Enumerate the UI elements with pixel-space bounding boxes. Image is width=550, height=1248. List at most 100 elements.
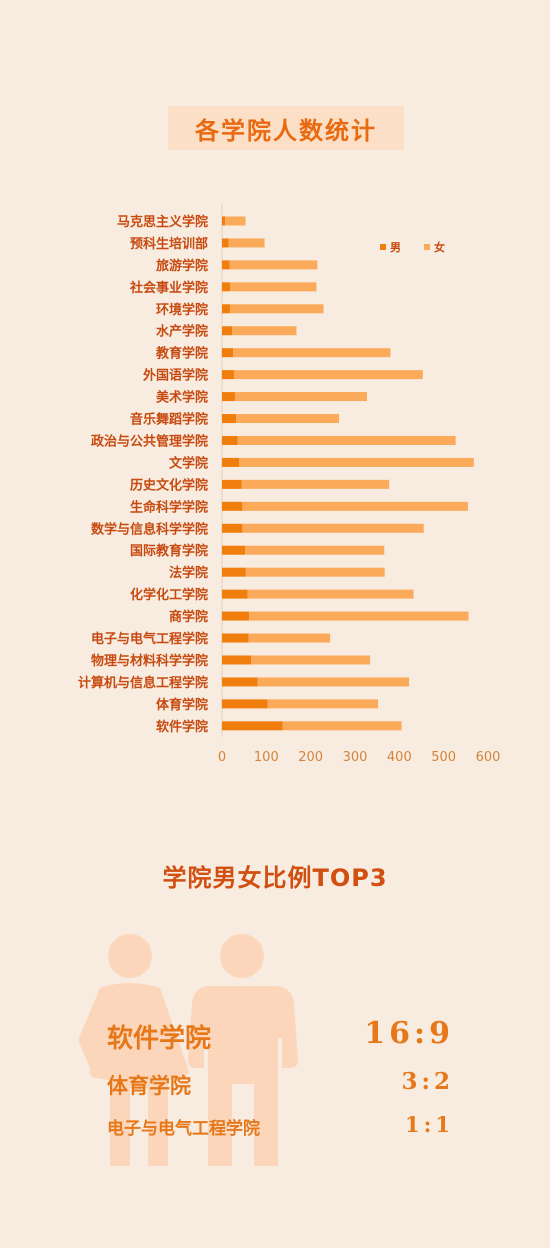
bar-male (222, 348, 234, 358)
x-tick-label: 0 (218, 750, 226, 765)
bar-female (237, 435, 456, 445)
bar-male (222, 633, 249, 643)
category-label: 教育学院 (155, 346, 208, 362)
legend-swatch (380, 244, 386, 250)
category-label: 电子与电气工程学院 (91, 631, 208, 647)
category-label: 商学院 (169, 609, 208, 625)
bar-female (229, 282, 317, 292)
category-label: 旅游学院 (156, 258, 208, 274)
bar-female (282, 721, 402, 731)
bar-male (222, 589, 248, 599)
category-label: 体育学院 (156, 697, 208, 713)
bar-male (222, 392, 236, 402)
female-body-icon (78, 983, 189, 1166)
category-label: 水产学院 (156, 324, 208, 340)
category-label: 环境学院 (156, 302, 208, 318)
x-tick-label: 500 (431, 750, 456, 765)
category-label: 历史文化学院 (130, 477, 208, 493)
legend-label: 男 (390, 241, 401, 254)
rank-ratio: 16:9 (364, 1016, 454, 1051)
rank-ratio: 1:1 (405, 1112, 454, 1137)
bar-female (248, 633, 331, 643)
bar-male (222, 699, 268, 709)
x-tick-label: 400 (387, 750, 412, 765)
bar-female (225, 216, 246, 226)
bar-male (222, 501, 243, 511)
bar-male (222, 523, 243, 533)
category-label: 国际教育学院 (130, 543, 208, 559)
bar-female (251, 655, 371, 665)
rank-row-3: 电子与电气工程学院 1:1 (0, 1112, 550, 1140)
bar-female (229, 304, 324, 314)
bar-female (241, 479, 390, 489)
bar-male (222, 611, 250, 621)
bar-female (245, 567, 385, 577)
rank-name: 体育学院 (107, 1074, 191, 1098)
bar-male (222, 677, 258, 687)
bar-male (222, 370, 234, 380)
ratio-section-title: 学院男女比例TOP3 (162, 864, 388, 892)
x-tick-label: 600 (476, 750, 501, 765)
category-label: 外国语学院 (142, 368, 208, 384)
bar-male (222, 567, 246, 577)
category-label: 美术学院 (156, 390, 208, 406)
bar-female (236, 414, 340, 424)
x-tick-label: 100 (254, 750, 279, 765)
bar-female (235, 392, 367, 402)
category-label: 物理与材料科学学院 (91, 653, 208, 669)
bar-male (222, 435, 238, 445)
category-label: 音乐舞蹈学院 (130, 412, 208, 428)
bar-female (239, 457, 474, 467)
x-tick-label: 200 (298, 750, 323, 765)
rank-name: 软件学院 (107, 1024, 212, 1054)
category-label: 化学化工学院 (130, 587, 208, 603)
bar-female (242, 523, 424, 533)
category-label: 软件学院 (156, 719, 208, 735)
bar-male (222, 326, 233, 336)
bar-male (222, 414, 237, 424)
male-head-icon (220, 934, 264, 978)
bar-male (222, 721, 283, 731)
stacked-bar-chart: 马克思主义学院预科生培训部旅游学院社会事业学院环境学院水产学院教育学院外国语学院… (78, 204, 501, 765)
rank-ratio: 3:2 (401, 1068, 454, 1095)
bar-male (222, 282, 230, 292)
bar-female (229, 260, 318, 270)
bar-male (222, 238, 229, 248)
bar-female (245, 545, 385, 555)
bar-female (233, 370, 423, 380)
bar-male (222, 545, 246, 555)
bar-male (222, 216, 226, 226)
category-label: 生命科学学院 (130, 499, 208, 515)
bar-female (257, 677, 410, 687)
category-label: 数学与信息科学学院 (91, 521, 208, 537)
male-body-icon (188, 986, 298, 1166)
category-label: 政治与公共管理学院 (91, 433, 208, 449)
rank-row-2: 体育学院 3:2 (0, 1068, 550, 1100)
category-label: 马克思主义学院 (117, 214, 208, 230)
legend-swatch (424, 244, 430, 250)
category-label: 计算机与信息工程学院 (78, 675, 208, 691)
category-label: 预科生培训部 (130, 236, 208, 252)
bar-male (222, 457, 240, 467)
chart-title: 各学院人数统计 (168, 106, 404, 150)
x-tick-label: 300 (343, 750, 368, 765)
bar-female (233, 348, 391, 358)
bar-female (267, 699, 379, 709)
category-label: 文学院 (169, 455, 208, 471)
female-head-icon (108, 934, 152, 978)
bar-female (242, 501, 469, 511)
bar-female (247, 589, 414, 599)
bar-male (222, 655, 252, 665)
bar-male (222, 260, 230, 270)
legend-label: 女 (434, 240, 445, 254)
bar-male (222, 479, 242, 489)
bar-female (228, 238, 265, 248)
bar-female (232, 326, 297, 336)
people-silhouette-icon (78, 934, 298, 1166)
bar-male (222, 304, 230, 314)
category-label: 法学院 (169, 565, 208, 581)
rank-name: 电子与电气工程学院 (107, 1119, 260, 1139)
category-label: 社会事业学院 (129, 280, 208, 296)
rank-row-1: 软件学院 16:9 (0, 1016, 550, 1056)
bar-female (249, 611, 469, 621)
